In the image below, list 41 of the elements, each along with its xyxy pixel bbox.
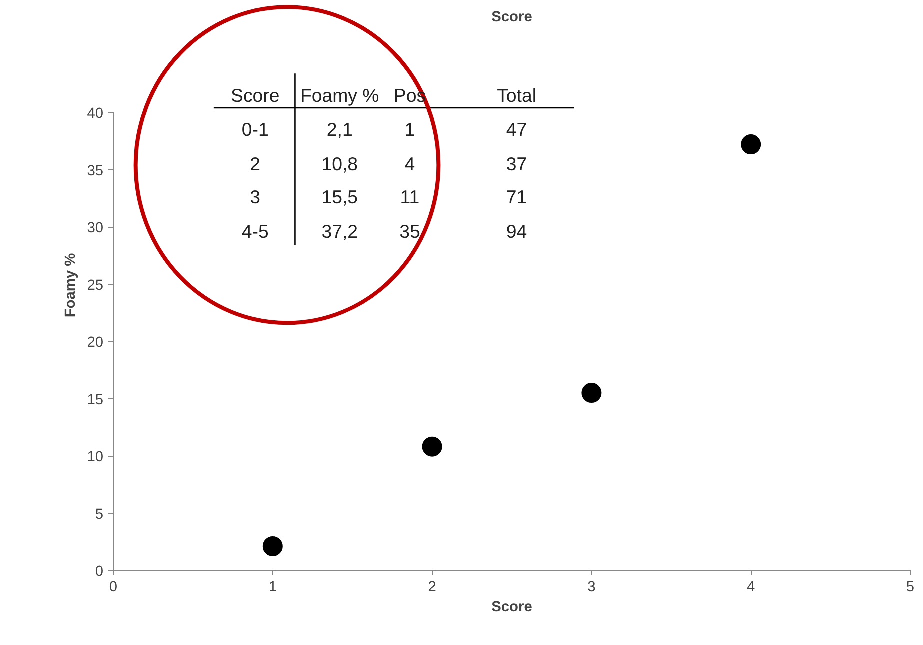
x-tick-label: 4	[747, 580, 756, 596]
annotation: 11	[400, 186, 420, 208]
x-tick-label: 2	[428, 580, 436, 596]
y-tick-label: 35	[87, 163, 104, 180]
y-axis-title: Foamy %	[63, 253, 80, 318]
text: Foamy %	[300, 84, 380, 106]
y-tick-label: 25	[87, 278, 104, 294]
annotation: 4-5	[242, 221, 269, 242]
x-axis-title: Score	[492, 600, 532, 616]
annotation: 3	[250, 186, 261, 208]
annotation: 1	[404, 119, 416, 140]
annotation: 0-1	[242, 119, 269, 140]
annotation: 2,1	[326, 119, 353, 140]
annotation: 2	[250, 154, 261, 175]
y-tick-label: 10	[87, 450, 104, 466]
text: Score	[231, 84, 280, 106]
point	[582, 383, 602, 404]
y-tick-label: 0	[95, 564, 104, 580]
annotation: 37,2	[322, 221, 358, 242]
point	[422, 436, 442, 457]
x-tick-label: 0	[109, 580, 118, 596]
y-tick-label: 40	[87, 106, 104, 122]
annotation: 71	[506, 186, 528, 208]
x-tick-label: 3	[588, 580, 596, 596]
annotation: 35	[400, 221, 420, 242]
annotation: 47	[506, 119, 528, 140]
x-tick-label: 5	[906, 580, 915, 596]
x-tick-label: 1	[268, 580, 277, 596]
annotation: 94	[506, 221, 528, 242]
annotation: 4	[404, 154, 416, 175]
point	[262, 536, 283, 556]
y-tick-label: 20	[87, 335, 104, 351]
annotation: 37	[506, 154, 528, 175]
annotation: 15,5	[322, 186, 358, 208]
point	[741, 134, 762, 155]
y-tick-label: 15	[87, 392, 104, 408]
chart-title: Score	[492, 9, 532, 26]
y-tick-label: 5	[95, 506, 104, 523]
y-tick-label: 30	[87, 220, 104, 236]
annotation: 10,8	[322, 154, 358, 175]
text: Total	[497, 84, 536, 106]
